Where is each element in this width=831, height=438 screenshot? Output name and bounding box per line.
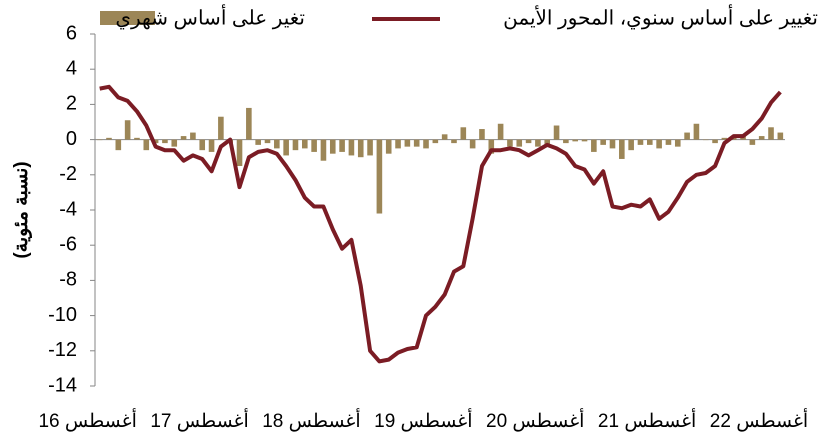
y-tick-label: 6 bbox=[66, 22, 77, 44]
x-tick-label: أغسطس 16 bbox=[38, 407, 136, 432]
bar bbox=[190, 132, 196, 140]
bar bbox=[553, 125, 560, 140]
bar bbox=[96, 139, 103, 141]
bar bbox=[609, 139, 616, 149]
bar bbox=[162, 139, 168, 144]
line bbox=[99, 84, 782, 364]
bar bbox=[274, 139, 280, 149]
bar bbox=[637, 139, 644, 145]
bar bbox=[693, 123, 700, 140]
bar bbox=[208, 139, 215, 152]
bar bbox=[460, 127, 467, 140]
bar bbox=[469, 139, 476, 149]
bar bbox=[488, 139, 495, 154]
y-axis-label: (نسبة مئوية) bbox=[11, 161, 32, 258]
y-tick-label: -14 bbox=[48, 374, 77, 396]
bar bbox=[441, 134, 448, 140]
bar bbox=[376, 139, 383, 214]
bar bbox=[544, 139, 551, 145]
bar bbox=[339, 139, 345, 152]
bar bbox=[656, 139, 662, 149]
bar bbox=[255, 139, 261, 145]
x-tick-label: أغسطس 20 bbox=[486, 407, 584, 432]
bar bbox=[581, 139, 588, 142]
bar bbox=[357, 139, 364, 158]
x-tick-label: أغسطس 19 bbox=[374, 407, 472, 432]
bar bbox=[712, 139, 718, 144]
x-tick-label: أغسطس 17 bbox=[150, 407, 248, 432]
bar bbox=[777, 132, 784, 140]
bar bbox=[749, 139, 756, 145]
y-tick-label: 4 bbox=[66, 57, 77, 79]
bar bbox=[124, 120, 131, 140]
bar bbox=[497, 123, 504, 140]
bar bbox=[171, 139, 178, 147]
bar bbox=[758, 136, 765, 140]
bar bbox=[367, 139, 373, 156]
bar bbox=[525, 139, 532, 144]
bar bbox=[619, 139, 625, 159]
y-tick-label: -8 bbox=[59, 269, 77, 291]
bar bbox=[218, 116, 224, 140]
bar bbox=[329, 139, 336, 154]
bar bbox=[516, 139, 523, 147]
bar bbox=[451, 139, 457, 144]
x-tick-label: أغسطس 22 bbox=[710, 407, 808, 432]
bar bbox=[106, 137, 112, 140]
bar bbox=[563, 139, 569, 144]
bar bbox=[404, 139, 411, 147]
bar bbox=[572, 139, 578, 142]
bar bbox=[311, 139, 317, 152]
bar bbox=[628, 139, 634, 151]
bar bbox=[674, 139, 681, 147]
y-tick-label: -4 bbox=[59, 198, 77, 220]
bar bbox=[600, 139, 606, 145]
bar bbox=[134, 137, 140, 140]
y-tick-label: 2 bbox=[66, 93, 77, 115]
x-tick-label: أغسطس 21 bbox=[598, 407, 696, 432]
bar bbox=[432, 139, 439, 144]
bar bbox=[385, 139, 392, 154]
bar bbox=[665, 139, 672, 145]
bar bbox=[507, 139, 513, 147]
bar bbox=[292, 139, 299, 151]
bar bbox=[647, 139, 653, 145]
bar bbox=[591, 139, 597, 152]
bar bbox=[199, 139, 206, 151]
bar bbox=[479, 129, 485, 140]
bar bbox=[423, 139, 429, 149]
bar bbox=[721, 137, 728, 140]
bar bbox=[246, 107, 252, 140]
legend-label: تغير على أساس شهري bbox=[115, 3, 305, 29]
bar bbox=[702, 139, 709, 141]
x-tick-label: أغسطس 18 bbox=[262, 407, 360, 432]
bar bbox=[115, 139, 122, 151]
y-tick-label: 0 bbox=[66, 128, 77, 150]
bar bbox=[236, 139, 243, 166]
y-tick-label: -12 bbox=[48, 339, 77, 361]
legend-swatch bbox=[100, 11, 155, 25]
bar bbox=[320, 139, 327, 161]
bar bbox=[535, 139, 541, 147]
bar bbox=[302, 139, 308, 149]
bar bbox=[768, 127, 774, 140]
y-tick-label: -10 bbox=[48, 304, 77, 326]
bar bbox=[180, 136, 187, 140]
bar bbox=[143, 139, 150, 151]
y-tick-label: -6 bbox=[59, 233, 77, 255]
bar bbox=[348, 139, 355, 156]
bar bbox=[413, 139, 420, 147]
bar bbox=[264, 139, 271, 144]
bar bbox=[283, 139, 289, 156]
bar bbox=[395, 139, 401, 149]
bar bbox=[684, 132, 690, 140]
legend-label: تغيير على أساس سنوي، المحور الأيمن bbox=[503, 3, 818, 29]
bar bbox=[152, 139, 159, 144]
y-tick-label: -2 bbox=[59, 163, 77, 185]
